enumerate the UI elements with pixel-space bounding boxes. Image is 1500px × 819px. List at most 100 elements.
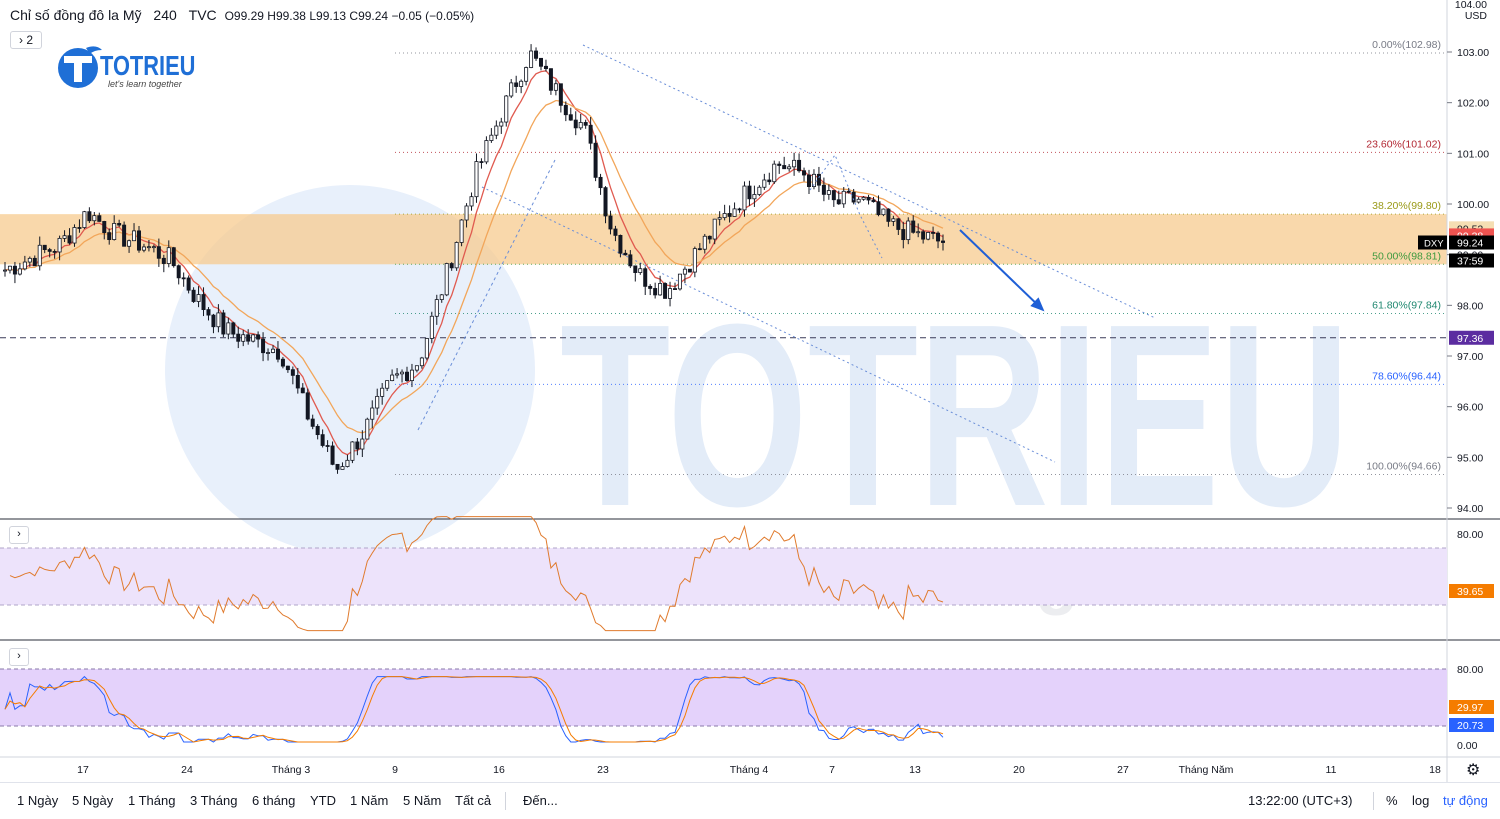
candle-body [469, 196, 474, 207]
stoch-tick-label: 0.00 [1457, 740, 1478, 752]
fib-label: 61.80%(97.84) [1372, 299, 1441, 311]
candle-body [648, 285, 653, 289]
candle-body [375, 395, 380, 409]
candle-body [856, 198, 861, 203]
candle-body [325, 445, 330, 447]
channel-lower-line [481, 186, 1056, 463]
candle-body [916, 231, 921, 234]
candle-body [221, 312, 226, 335]
rsi-line [9, 516, 944, 632]
candle-body [256, 334, 261, 340]
candle-body [127, 240, 132, 247]
interval-label[interactable]: 240 [153, 7, 177, 23]
price-badge-bg [1449, 235, 1494, 250]
toolbar-divider [1373, 792, 1374, 810]
candle-body [156, 246, 161, 259]
range-button-1d[interactable]: 1 Ngày [17, 793, 59, 808]
candle-body [588, 124, 593, 144]
fib-label: 23.60%(101.02) [1366, 138, 1441, 150]
candle-body [677, 273, 682, 290]
log-scale-toggle[interactable]: log [1412, 793, 1430, 808]
collapse-indicators-button[interactable]: › 2 [10, 31, 42, 49]
logo-text: TOTRIEU [100, 50, 196, 81]
price-badge: 37:59 [1457, 256, 1483, 268]
auto-scale-toggle[interactable]: tự động [1443, 793, 1488, 808]
candle-body [737, 208, 742, 211]
candle-body [117, 223, 122, 226]
candle-body [643, 268, 648, 287]
candle-body [87, 211, 92, 222]
candle-body [717, 217, 722, 220]
range-button-1y[interactable]: 1 Năm [350, 793, 389, 808]
time-axis[interactable]: 17 24 Tháng 3 9 16 23 Tháng 4 7 13 20 27 Tháng Năm 1… [77, 764, 1441, 776]
candle-body [782, 165, 787, 170]
stoch-collapse-button[interactable]: › [9, 648, 29, 666]
price-badge-bg [1449, 330, 1494, 345]
range-button-3m[interactable]: 3 Tháng [190, 793, 238, 808]
price-tick-label: 100.00 [1457, 199, 1489, 211]
fib-label: 100.00%(94.66) [1366, 461, 1441, 473]
moving-average-line [4, 99, 944, 434]
candle-body [936, 232, 941, 242]
candle-body [17, 268, 22, 275]
range-button-ytd[interactable]: YTD [310, 793, 336, 808]
candle-body [434, 299, 439, 317]
candle-body [623, 252, 628, 256]
candle-body [305, 392, 310, 420]
symbol-tag: DXY [1424, 239, 1444, 250]
candle-body [529, 50, 534, 68]
candle-body [280, 358, 285, 367]
stoch-d-badge: 20.73 [1457, 720, 1483, 732]
time-tick-label: 27 [1117, 764, 1129, 776]
support-resistance-zone [0, 214, 1447, 265]
range-button-5y[interactable]: 5 Năm [403, 793, 442, 808]
low-value: 99.13 [316, 9, 347, 23]
candle-body [752, 194, 757, 200]
price-scale[interactable]: 104.00USD103.00102.00101.00100.0099.0098… [1447, 0, 1489, 752]
rsi-collapse-button[interactable]: › [9, 526, 29, 544]
time-tick-label: Tháng Năm [1179, 764, 1234, 776]
candle-body [241, 334, 246, 342]
open-value: 99.29 [233, 9, 264, 23]
candle-body [92, 215, 97, 222]
candle-body [504, 95, 509, 123]
chevron-right-icon: › [17, 528, 21, 540]
candle-body [3, 269, 8, 272]
range-button-5d[interactable]: 5 Ngày [72, 793, 114, 808]
candle-body [821, 184, 826, 195]
candle-body [697, 248, 702, 251]
candle-body [380, 387, 385, 397]
time-tick-label: 20 [1013, 764, 1025, 776]
moving-averages [4, 70, 944, 456]
candle-body [702, 235, 707, 250]
time-tick-label: Tháng 4 [730, 764, 769, 776]
percent-scale-toggle[interactable]: % [1386, 793, 1398, 808]
candle-body [618, 234, 623, 254]
candle-body [459, 219, 464, 243]
clock-timezone[interactable]: 13:22:00 (UTC+3) [1248, 793, 1353, 808]
symbol-name[interactable]: Chỉ số đồng đô la Mỹ [10, 7, 142, 23]
candle-body [231, 322, 236, 335]
candle-body [826, 190, 831, 195]
zigzag-projection [809, 153, 883, 259]
candle-body [196, 294, 201, 302]
candle-body [494, 125, 499, 136]
candle-body [27, 257, 32, 263]
range-button-6m[interactable]: 6 tháng [252, 793, 296, 808]
price-tick-label: 101.00 [1457, 148, 1489, 160]
candle-body [335, 463, 340, 470]
settings-gear-icon[interactable]: ⚙ [1466, 762, 1481, 779]
candle-body [871, 199, 876, 203]
candle-body [707, 235, 712, 240]
range-button-all[interactable]: Tất cả [455, 793, 492, 808]
currency-label: USD [1465, 10, 1488, 22]
range-button-1m[interactable]: 1 Tháng [128, 793, 176, 808]
candle-body [638, 268, 643, 273]
ohlc-readout: O99.29 H99.38 L99.13 C99.24 −0.05 (−0.05… [224, 9, 475, 23]
goto-date-button[interactable]: Đến... [523, 793, 558, 808]
candle-body [226, 322, 231, 335]
candle-body [836, 199, 841, 205]
price-tick-label: 95.00 [1457, 452, 1483, 464]
source-label: TVC [188, 7, 217, 23]
